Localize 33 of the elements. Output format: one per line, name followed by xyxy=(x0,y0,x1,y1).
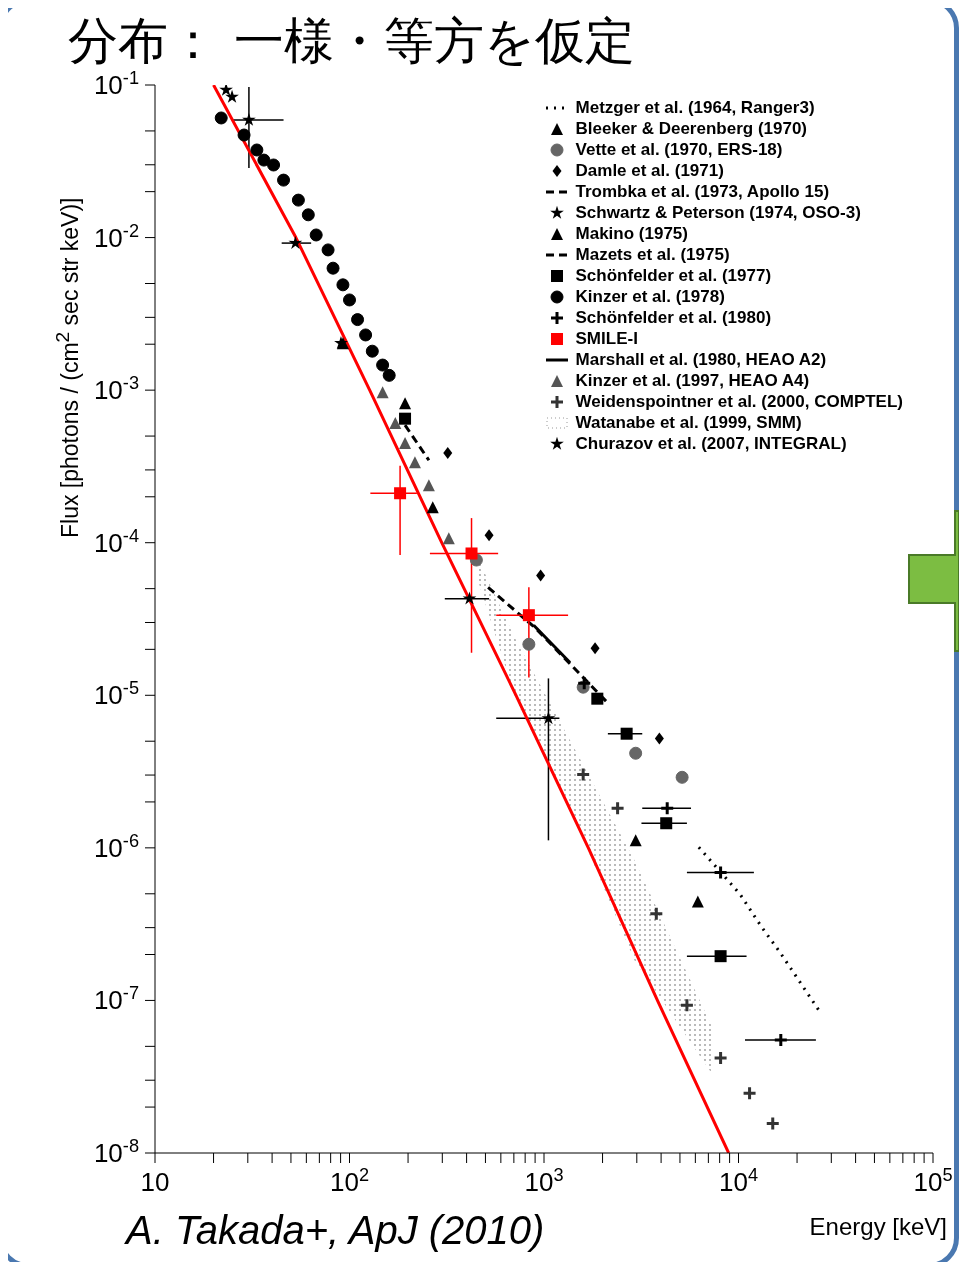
x-tick-label: 10$^{3}$ xyxy=(524,1165,564,1197)
text: A. Takada+, ApJ (2010) xyxy=(126,1208,545,1253)
x-axis-title: Energy [keV] xyxy=(809,1213,947,1241)
legend-label: Weidenspointner et al. (2000, COMPTEL) xyxy=(575,391,903,412)
legend-label: Marshall et al. (1980, HEAO A2) xyxy=(575,349,827,370)
legend-label: Trombka et al. (1973, Apollo 15) xyxy=(575,181,830,202)
legend-label: Makino (1975) xyxy=(575,223,688,244)
legend-label: Watanabe et al. (1999, SMM) xyxy=(575,412,802,433)
y-tick-label: 10$^{-3}$ xyxy=(93,373,139,406)
x-tick-label: 10$^{5}$ xyxy=(913,1165,953,1197)
legend-label: Vette et al. (1970, ERS-18) xyxy=(575,139,783,160)
legend-label: Kinzer et al. (1978) xyxy=(575,286,725,307)
y-tick-label: 10$^{-7}$ xyxy=(93,983,139,1016)
y-tick-label: 10$^{-5}$ xyxy=(93,678,139,711)
legend-label: Schönfelder et al. (1980) xyxy=(575,307,772,328)
legend-label: Metzger et al. (1964, Ranger3) xyxy=(575,97,815,118)
x-tick-label: 10$^{4}$ xyxy=(718,1165,759,1197)
legend-label: Schönfelder et al. (1977) xyxy=(575,265,772,286)
legend-label: Churazov et al. (2007, INTEGRAL) xyxy=(575,433,847,454)
y-tick-label: 10$^{-8}$ xyxy=(93,1136,139,1168)
chart-title: 分布： 一様・等方を仮定 xyxy=(68,11,635,71)
legend-label: Bleeker & Deerenberg (1970) xyxy=(575,118,808,139)
legend-label: SMILE-I xyxy=(575,328,638,349)
legend-label: Mazets et al. (1975) xyxy=(575,244,730,265)
x-tick-label: 10$^{2}$ xyxy=(329,1165,370,1197)
y-tick-label: 10$^{-2}$ xyxy=(93,220,139,253)
y-tick-label: 10$^{-4}$ xyxy=(93,525,139,558)
x-tick-label: 10 xyxy=(140,1167,170,1197)
y-tick-label: 10$^{-6}$ xyxy=(93,830,139,863)
legend-label: Damle et al. (1971) xyxy=(575,160,724,181)
legend-label: Kinzer et al. (1997, HEAO A4) xyxy=(575,370,810,391)
y-tick-label: 10$^{-1}$ xyxy=(93,68,139,100)
legend-label: Schwartz & Peterson (1974, OSO-3) xyxy=(575,202,861,223)
